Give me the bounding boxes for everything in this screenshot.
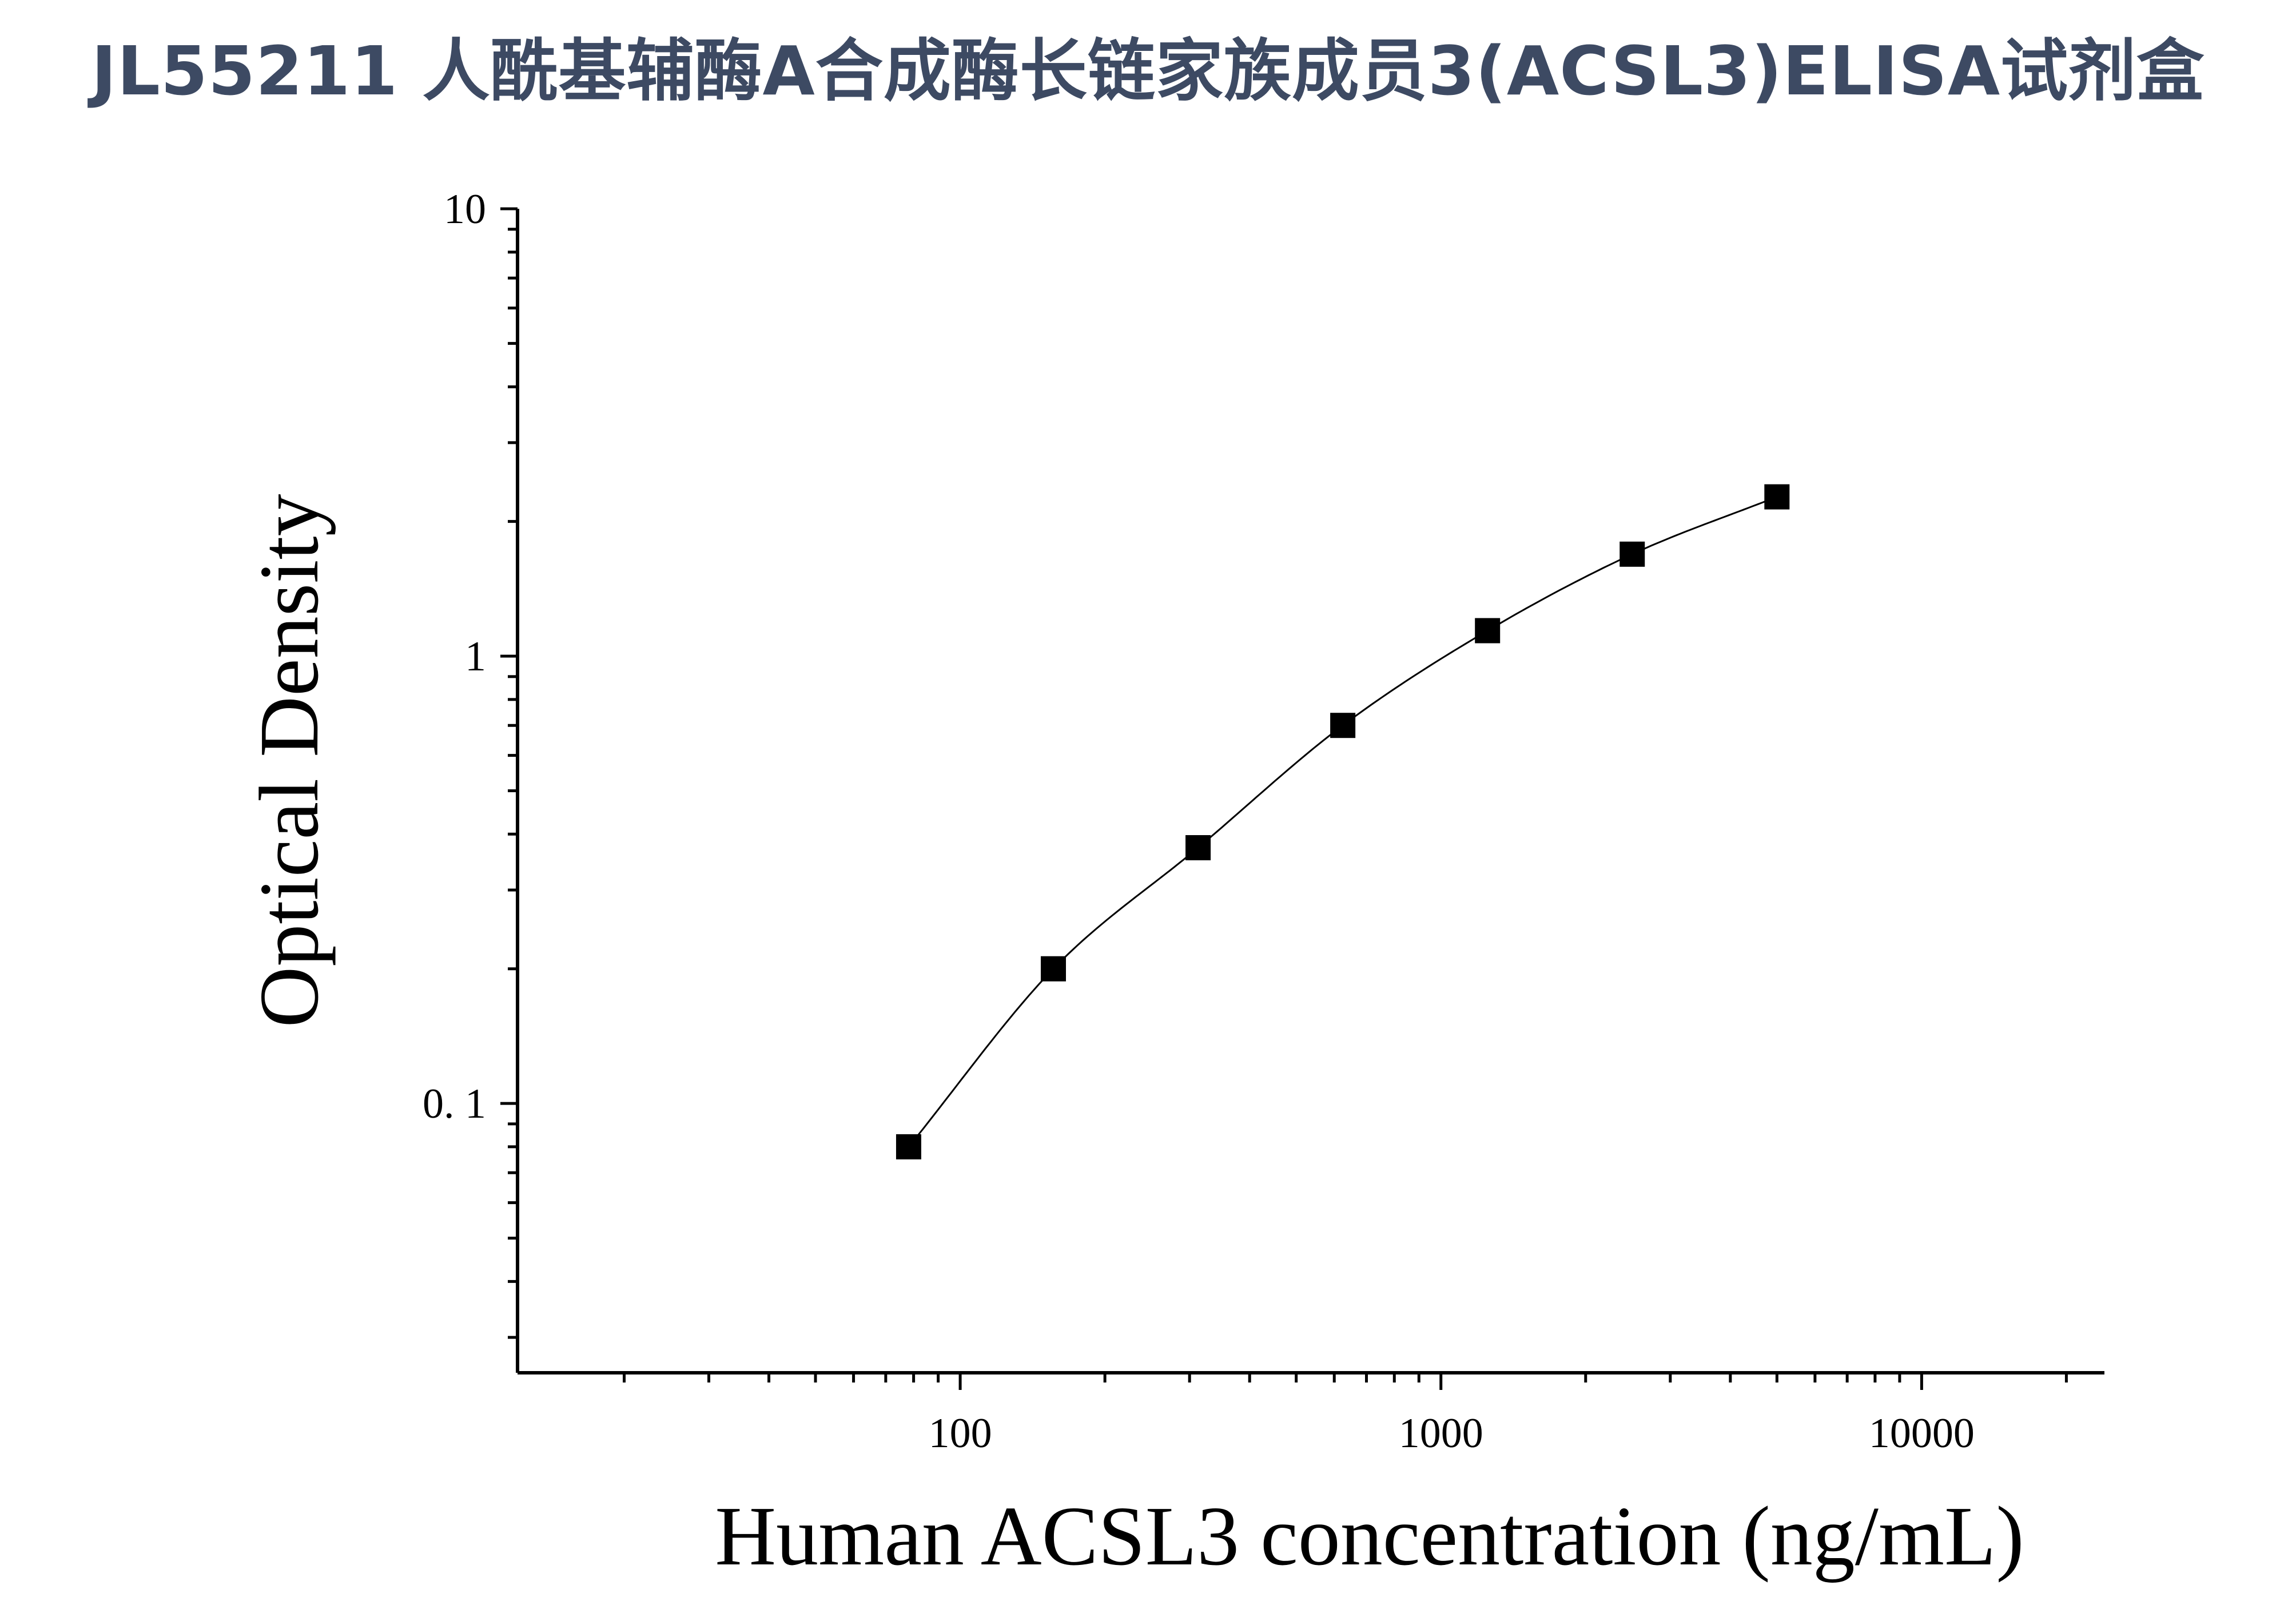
data-point	[1041, 956, 1067, 982]
axes	[516, 209, 2104, 1374]
ticks: 100 1000 10000 0. 1 1 10	[423, 186, 2068, 1457]
y-axis-label: Optical Density	[242, 494, 336, 1027]
x-axis-label: Human ACSL3 concentration (ng/mL)	[715, 1489, 2024, 1583]
y-tick-label: 0. 1	[423, 1080, 486, 1127]
x-tick-label: 100	[929, 1410, 992, 1457]
data-point	[1475, 618, 1501, 643]
data-point	[896, 1134, 921, 1159]
data-point	[1185, 835, 1211, 861]
chart-title: JL55211 人酰基辅酶A合成酶长链家族成员3(ACSL3)ELISA试剂盒	[91, 31, 2205, 110]
data-points	[896, 484, 1790, 1159]
data-point	[1619, 541, 1645, 567]
x-tick-label: 1000	[1399, 1410, 1483, 1457]
y-tick-label: 1	[465, 633, 486, 680]
y-tick-label: 10	[444, 186, 486, 233]
data-point	[1764, 484, 1790, 510]
fit-curve-layer	[908, 496, 1777, 1147]
x-tick-label: 10000	[1869, 1410, 1975, 1457]
fit-curve	[908, 496, 1777, 1147]
data-point	[1330, 713, 1356, 738]
